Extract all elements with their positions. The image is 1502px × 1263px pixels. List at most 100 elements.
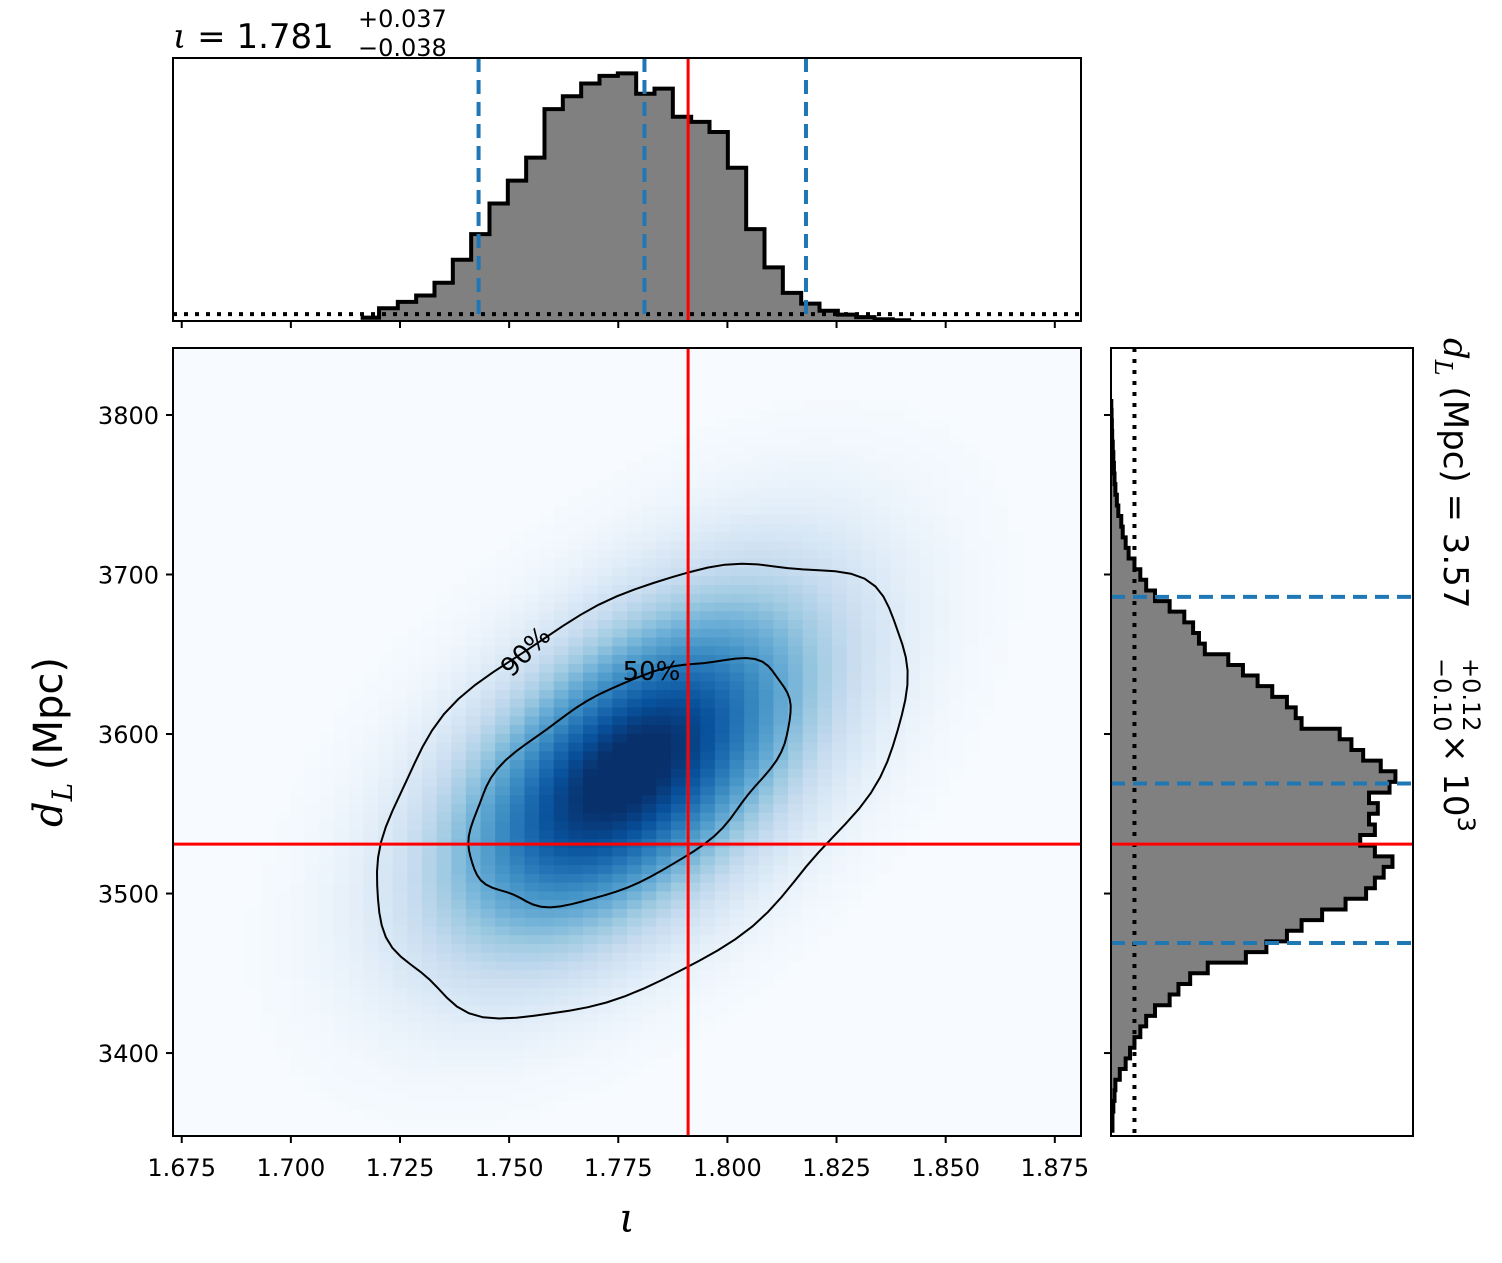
density-cell	[744, 742, 760, 752]
density-cell	[421, 1118, 438, 1128]
density-cell	[480, 899, 496, 909]
density-cell	[334, 934, 350, 944]
density-cell	[363, 917, 379, 927]
density-cell	[744, 733, 760, 743]
density-cell	[758, 777, 775, 787]
density-cell	[670, 733, 687, 743]
density-cell	[421, 706, 438, 717]
density-cell	[539, 873, 555, 883]
density-cell	[319, 934, 335, 944]
density-cell	[612, 794, 628, 804]
density-cell	[539, 829, 555, 839]
density-cell	[729, 531, 745, 542]
density-cell	[348, 908, 364, 918]
density-cell	[392, 1074, 408, 1085]
density-cell	[656, 952, 672, 962]
density-cell	[627, 803, 643, 813]
density-cell	[641, 1030, 657, 1041]
density-cell	[700, 531, 716, 542]
density-cell	[407, 969, 423, 979]
density-cell	[421, 1004, 438, 1015]
density-cell	[392, 759, 408, 769]
density-cell	[627, 952, 643, 962]
density-cell	[773, 698, 789, 708]
density-cell	[290, 1039, 306, 1050]
density-cell	[773, 855, 789, 866]
density-cell	[597, 873, 613, 883]
density-cell	[407, 864, 423, 874]
density-cell	[568, 777, 584, 787]
density-cell	[378, 663, 394, 673]
density-cell	[758, 610, 775, 621]
density-cell	[568, 1083, 584, 1093]
density-cell	[363, 1092, 379, 1102]
density-cell	[568, 523, 584, 533]
density-cell	[817, 689, 833, 699]
density-cell	[949, 601, 965, 612]
density-cell	[744, 496, 760, 507]
density-cell	[509, 575, 526, 585]
density-cell	[993, 636, 1009, 647]
density-cell	[583, 628, 599, 638]
density-cell	[656, 689, 672, 699]
density-cell	[290, 987, 306, 997]
contour-50-percent	[467, 656, 792, 909]
density-cell	[641, 1013, 657, 1023]
density-cell	[832, 864, 848, 874]
distance-tick-label: 3500	[98, 881, 159, 909]
density-cell	[524, 610, 540, 621]
density-cell	[817, 418, 833, 428]
density-cell	[729, 724, 745, 734]
density-cell	[451, 654, 467, 664]
density-cell	[319, 882, 335, 892]
density-cell	[1007, 549, 1024, 559]
density-cell	[436, 698, 452, 708]
density-cell	[553, 1030, 570, 1041]
density-cell	[627, 505, 643, 515]
density-cell	[421, 995, 438, 1006]
density-cell	[656, 1022, 672, 1032]
density-cell	[832, 531, 848, 542]
density-cell	[978, 461, 994, 472]
density-cell	[846, 584, 862, 594]
density-cell	[890, 636, 906, 647]
density-cell	[583, 934, 599, 944]
density-cell	[597, 1057, 613, 1067]
density-cell	[583, 960, 599, 971]
density-cell	[319, 978, 335, 988]
density-cell	[612, 978, 628, 988]
density-cell	[846, 733, 862, 743]
density-cell	[641, 601, 657, 612]
density-cell	[583, 803, 599, 813]
density-cell	[670, 978, 687, 988]
density-cell	[363, 995, 379, 1006]
density-cell	[480, 995, 496, 1006]
density-cell	[700, 654, 716, 664]
density-cell	[861, 680, 877, 691]
density-cell	[539, 777, 555, 787]
density-cell	[480, 803, 496, 813]
density-cell	[905, 610, 921, 621]
density-cell	[1007, 558, 1024, 568]
density-cell	[905, 785, 921, 796]
density-cell	[553, 1057, 570, 1067]
density-cell	[421, 1022, 438, 1032]
density-cell	[436, 768, 452, 778]
density-cell	[714, 917, 731, 927]
density-cell	[509, 1057, 526, 1067]
density-cell	[744, 619, 760, 629]
density-cell	[641, 488, 657, 498]
density-cell	[758, 523, 775, 533]
density-cell	[700, 777, 716, 787]
density-cell	[714, 470, 731, 480]
density-cell	[480, 593, 496, 603]
density-cell	[817, 864, 833, 874]
density-cell	[963, 453, 980, 463]
density-cell	[612, 549, 628, 559]
density-cell	[641, 925, 657, 936]
density-cell	[817, 549, 833, 559]
density-cell	[714, 847, 731, 857]
density-cell	[744, 917, 760, 927]
density-cell	[919, 628, 936, 638]
density-cell	[597, 1030, 613, 1041]
